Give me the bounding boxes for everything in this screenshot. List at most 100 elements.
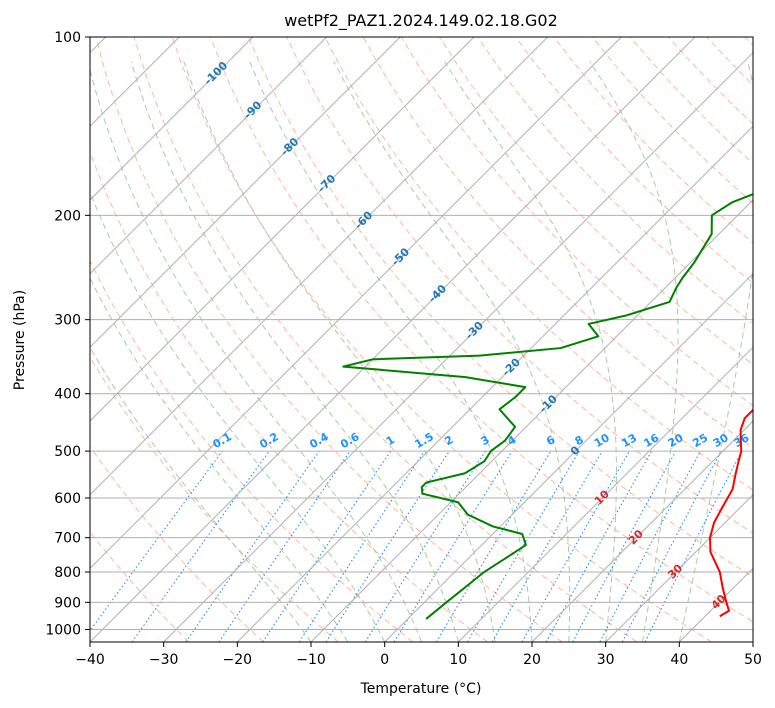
x-tick-label: 0 (380, 652, 389, 668)
isotherm-label: 20 (626, 527, 646, 547)
dewpoint-line (342, 193, 753, 620)
isotherm (752, 641, 753, 642)
plot-frame (89, 36, 754, 643)
mixing-ratio-label: 6 (544, 433, 557, 448)
isotherm-label: -60 (352, 208, 375, 231)
isotherm (678, 567, 753, 642)
x-axis-label: Temperature (°C) (360, 681, 482, 697)
mixing-ratio-line (90, 450, 223, 632)
mixing-ratio-line (393, 450, 513, 642)
skewed-isotherms (90, 37, 753, 642)
x-tick-label: 30 (597, 652, 615, 668)
dry-adiabat (324, 37, 753, 491)
mixing-ratio-label: 2 (442, 433, 455, 448)
dry-adiabat (90, 445, 264, 642)
dry-adiabat (210, 37, 753, 623)
x-tick-label: 40 (670, 652, 688, 668)
y-tick-label: 900 (54, 595, 81, 611)
dry-adiabat (286, 37, 753, 534)
y-tick-label: 300 (54, 313, 81, 329)
isotherm (90, 37, 328, 275)
x-tick-label: −10 (296, 652, 326, 668)
mixing-ratio-label: 10 (592, 431, 612, 450)
mixing-ratio-label: 30 (711, 431, 731, 450)
moist-adiabat (444, 61, 617, 642)
isotherm (236, 125, 753, 642)
moist-adiabat (90, 67, 422, 642)
dry-adiabats (90, 37, 753, 642)
isotherm-label: -20 (500, 355, 523, 378)
dry-adiabat (248, 37, 753, 578)
dry-adiabat (706, 37, 753, 86)
mixing-ratio-label: 0.1 (210, 430, 233, 451)
dry-adiabat (90, 150, 488, 642)
x-tick-label: 20 (523, 652, 541, 668)
dry-adiabat (90, 531, 190, 642)
dry-adiabat (171, 37, 712, 642)
isotherm-label: -90 (241, 98, 264, 121)
isotherm (90, 37, 254, 201)
dry-adiabat (90, 259, 414, 642)
isotherm-label: 30 (665, 561, 685, 581)
mixing-ratio-line (599, 450, 702, 642)
isotherm (90, 37, 549, 496)
isotherm (90, 37, 622, 570)
dry-adiabat (133, 37, 638, 642)
y-tick-label: 700 (54, 531, 81, 547)
dry-adiabat (90, 356, 339, 642)
x-tick-label: 50 (744, 652, 762, 668)
isotherm-label: -50 (389, 245, 412, 268)
dry-adiabat (668, 37, 753, 125)
y-tick-label: 800 (54, 565, 81, 581)
y-tick-label: 600 (54, 491, 81, 507)
moist-adiabat (333, 61, 571, 642)
y-tick-label: 1000 (45, 622, 81, 638)
moist-adiabat (249, 61, 533, 642)
moist-adiabat (90, 190, 386, 642)
dry-adiabat (95, 37, 563, 642)
mixing-ratio-line (435, 450, 552, 642)
mixing-ratio-line (262, 450, 392, 642)
mixing-ratio-line (185, 450, 320, 642)
y-tick-label: 500 (54, 444, 81, 460)
temperature-line (708, 408, 753, 618)
moist-adiabat (589, 61, 679, 642)
x-tick-label: −40 (75, 652, 105, 668)
isotherm-label: -30 (463, 319, 486, 342)
mixing-ratio-line (521, 450, 630, 642)
dry-adiabat (515, 37, 753, 284)
y-tick-label: 400 (54, 387, 81, 403)
isotherm (310, 199, 753, 642)
plot-area: -100-90-80-70-60-50-40-30-20-10010203040… (90, 37, 753, 642)
profile-series (342, 193, 753, 620)
mixing-ratio-line (325, 450, 450, 642)
mixing-ratio-line (298, 450, 425, 642)
x-tick-label: −20 (223, 652, 253, 668)
x-tick-label: −30 (149, 652, 179, 668)
isotherm-label: -80 (278, 135, 301, 158)
isotherm-label: 10 (592, 487, 612, 507)
mixing-ratio-label: 16 (641, 431, 661, 450)
mixing-ratio-label: 0.4 (307, 430, 331, 451)
mixing-ratio-label: 25 (690, 431, 710, 450)
mixing-ratio-line (131, 450, 270, 642)
mixing-ratio-label: 20 (666, 431, 686, 450)
x-tick-label: 10 (449, 652, 467, 668)
y-axis: 100 200 300 400 500 600 700 800 900 1000 (45, 30, 90, 638)
chart-title: wetPf2_PAZ1.2024.149.02.18.G02 (284, 11, 558, 31)
mixing-ratio-label: 13 (619, 431, 639, 450)
moist-adiabat (130, 61, 459, 642)
isotherm (90, 37, 475, 422)
isotherm (384, 272, 753, 642)
pressure-gridlines (90, 37, 753, 630)
mixing-ratio-lines (90, 450, 743, 642)
moist-adiabat (90, 277, 349, 642)
x-axis: −40 −30 −20 −10 0 10 20 30 40 50 (75, 642, 762, 668)
mixing-ratio-label: 0.2 (257, 430, 280, 451)
mixing-ratio-label: 1 (384, 433, 397, 448)
isotherm (90, 37, 696, 642)
mixing-ratio-label: 1.5 (412, 430, 435, 451)
isopleth-labels: -100-90-80-70-60-50-40-30-20-10010203040… (202, 59, 752, 612)
isotherm (605, 493, 753, 642)
